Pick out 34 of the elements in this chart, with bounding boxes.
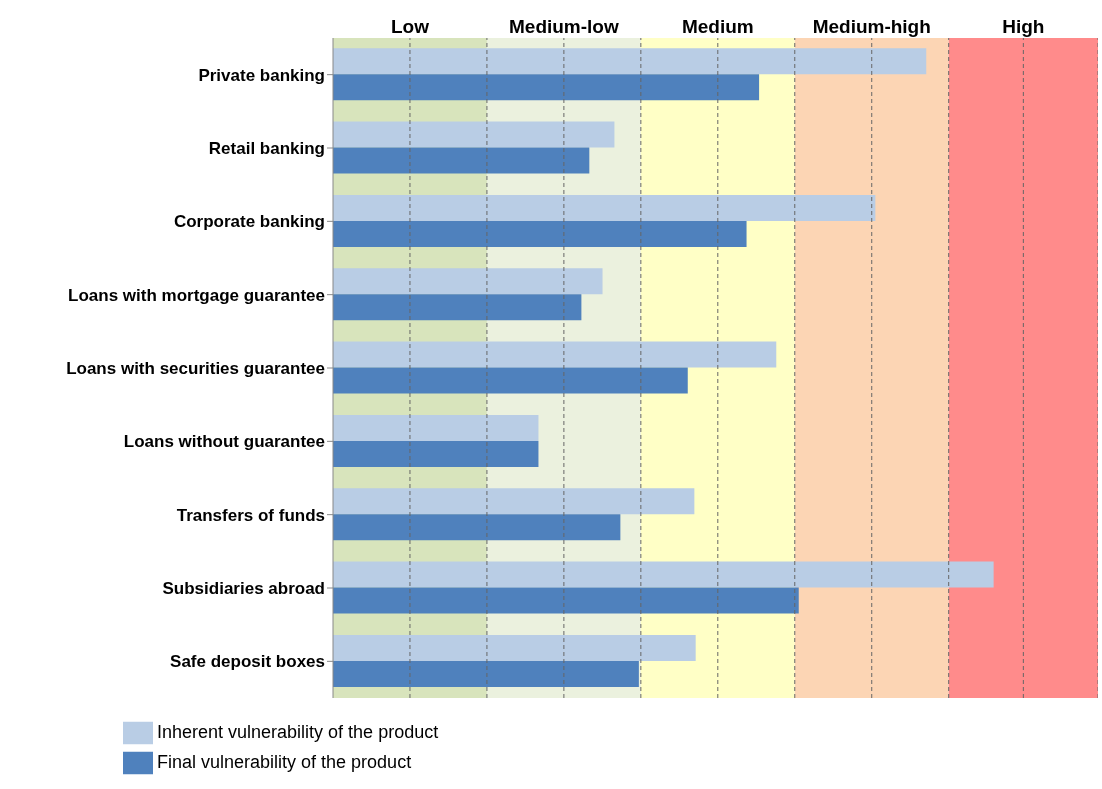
- band-label: Medium-high: [812, 16, 931, 37]
- y-tick-label: Subsidiaries abroad: [162, 579, 325, 599]
- bar: [333, 561, 994, 588]
- bar: [333, 488, 695, 515]
- bar: [333, 414, 539, 441]
- y-tick-label: Loans without guarantee: [123, 432, 325, 452]
- legend-label: Inherent vulnerability of the product: [157, 721, 439, 742]
- bar: [333, 121, 615, 148]
- y-tick-label: Transfers of funds: [176, 505, 325, 525]
- bar: [333, 147, 590, 174]
- bar: [333, 634, 696, 661]
- y-tick-label: Private banking: [198, 65, 325, 85]
- band-label: Low: [390, 16, 430, 37]
- y-tick-label: Safe deposit boxes: [170, 652, 325, 672]
- y-tick-label: Corporate banking: [173, 212, 325, 232]
- y-tick-label: Loans with securities guarantee: [66, 359, 325, 379]
- bar: [333, 587, 799, 614]
- bar: [333, 660, 639, 687]
- bar: [333, 220, 747, 247]
- bar: [333, 194, 876, 221]
- bar: [333, 341, 777, 368]
- bar: [333, 74, 760, 101]
- bar: [333, 367, 688, 394]
- band-label: Medium-low: [509, 16, 619, 37]
- band-label: High: [1002, 16, 1045, 37]
- bar: [333, 48, 927, 75]
- bar: [333, 440, 539, 467]
- y-tick-label: Retail banking: [208, 139, 325, 159]
- bar: [333, 294, 582, 321]
- bar: [333, 268, 603, 295]
- bar: [333, 514, 621, 541]
- legend-label: Final vulnerability of the product: [157, 751, 412, 772]
- y-tick-label: Loans with mortgage guarantee: [68, 285, 325, 305]
- band-label: Medium: [681, 16, 754, 37]
